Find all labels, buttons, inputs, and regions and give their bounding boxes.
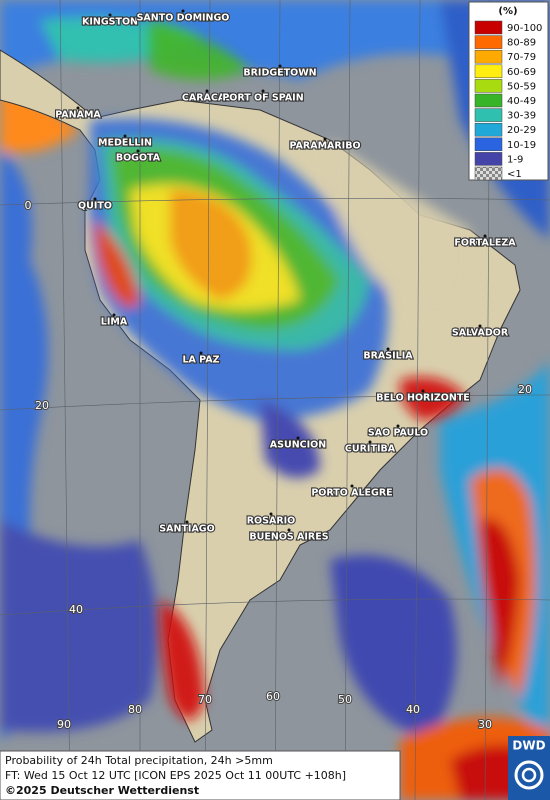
grid-label: 90 [57,718,71,731]
city-label: KINGSTON [82,17,138,28]
legend-label: 90-100 [507,23,542,34]
city-dot [123,134,127,138]
legend-swatch [474,93,503,108]
city-dot [396,424,400,428]
city-dot [386,347,390,351]
city-label: MEDELLIN [98,138,152,149]
city-label: PANAMA [55,110,101,121]
legend-label: <1 [507,169,522,180]
logo-text: DWD [512,739,545,753]
city-label: ASUNCION [270,440,326,451]
legend-label: 30-39 [507,111,536,122]
city-label: SANTO DOMINGO [137,13,230,24]
city-label: CARACAS [182,93,232,104]
logo-swirl [514,760,544,790]
legend-label: 20-29 [507,125,536,136]
legend-swatch [474,166,503,181]
city-dot [478,324,482,328]
grid-label: 40 [406,703,420,716]
legend-label: 80-89 [507,38,536,49]
legend-label: 40-49 [507,96,536,107]
city-label: BELO HORIZONTE [376,393,470,404]
city-label: BRIDGETOWN [243,68,316,79]
city-label: PORTO ALEGRE [311,488,392,499]
legend-title: (%) [498,6,517,17]
footer: Probability of 24h Total precipitation, … [0,750,401,800]
city-label: QUITO [78,201,112,212]
city-dot [93,197,97,201]
city-label: BUENOS AIRES [249,532,328,543]
legend-swatch [474,152,503,166]
grid-label: 80 [128,703,142,716]
footer-copyright: ©2025 Deutscher Wetterdienst [5,784,199,797]
footer-box [0,750,401,800]
footer-line: FT: Wed 15 Oct 12 UTC [ICON EPS 2025 Oct… [5,769,346,782]
city-dot [136,149,140,153]
land-precip [88,20,472,720]
legend-swatch [474,79,503,93]
city-dot [483,234,487,238]
grid-label: 20 [518,383,532,396]
city-label: SALVADOR [452,328,509,339]
logo: DWD [508,736,550,800]
city-label: ROSARIO [247,516,296,527]
city-label: CURITIBA [345,444,396,455]
grid-label: 40 [69,603,83,616]
grid-label: 30 [478,718,492,731]
legend-label: 10-19 [507,140,536,151]
city-dot [296,436,300,440]
city-dot [350,484,354,488]
legend-swatch [474,108,503,122]
city-dot [287,528,291,532]
legend-swatch [474,122,503,137]
city-dot [181,9,185,13]
legend-swatch [474,35,503,49]
city-dot [261,89,265,93]
legend-label: 60-69 [507,67,536,78]
grid-label: 60 [266,690,280,703]
city-dot [76,106,80,110]
logo-swirl [521,767,537,783]
city-dot [278,64,282,68]
legend-label: 50-59 [507,81,536,92]
legend-items: 90-100 80-89 70-79 60-69 50-59 40-49 30-39 20-2… [474,20,542,181]
legend-swatch [474,137,503,152]
city-dot [368,440,372,444]
legend: (%) 90-100 80-89 70-79 60-69 50-59 40-49 30-39… [468,1,549,181]
city-dot [185,520,189,524]
grid-labels: 0 20 40 20 90 80 70 60 50 40 30 [24,198,534,732]
city-label: BOGOTA [116,153,161,164]
city-dot [199,351,203,355]
footer-line: Probability of 24h Total precipitation, … [5,754,273,767]
grid-label: 20 [35,399,49,412]
grid-label: 0 [25,199,32,212]
city-label: BRASILIA [363,351,413,362]
legend-label: 1-9 [507,154,523,165]
legend-swatch [474,64,503,79]
city-label: SANTIAGO [159,524,214,535]
city-dot [421,389,425,393]
city-label: FORTALEZA [454,238,516,249]
city-label: PARAMARIBO [289,141,360,152]
legend-label: 70-79 [507,52,536,63]
city-dot [323,137,327,141]
city-label: SAO PAULO [368,428,428,439]
city-dot [269,512,273,516]
grid-label: 50 [338,693,352,706]
legend-swatch [474,49,503,64]
grid-label: 70 [198,693,212,706]
city-dot [108,13,112,17]
city-label: LIMA [101,317,128,328]
city-dot [112,313,116,317]
city-label: LA PAZ [182,355,219,366]
legend-swatch [474,20,503,35]
city-dot [205,89,209,93]
city-label: PORT OF SPAIN [222,93,303,104]
